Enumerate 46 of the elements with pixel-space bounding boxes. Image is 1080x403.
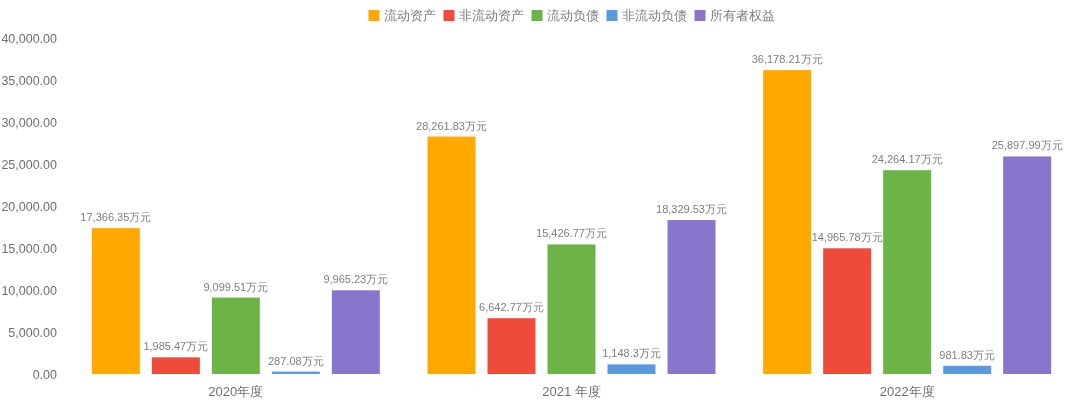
legend-label: 流动资产 (383, 8, 436, 23)
legend-label: 非流动资产 (458, 8, 524, 23)
bar (151, 357, 200, 374)
data-label: 9,099.51万元 (203, 280, 269, 293)
bar (1003, 156, 1052, 374)
bar (331, 290, 380, 374)
y-tick-label: 40,000.00 (1, 31, 58, 46)
data-label: 287.08万元 (268, 354, 324, 367)
data-label: 17,366.35万元 (80, 211, 152, 224)
bar (427, 136, 476, 374)
data-label: 14,965.78万元 (811, 231, 883, 244)
bar (763, 70, 812, 374)
data-label: 9,965.23万元 (323, 273, 389, 286)
bar (91, 228, 140, 374)
x-tick-label: 2021 年度 (542, 384, 601, 399)
bar (211, 297, 260, 374)
y-tick-label: 35,000.00 (1, 73, 58, 88)
bar (487, 318, 536, 374)
y-tick-label: 20,000.00 (1, 199, 58, 214)
y-tick-label: 15,000.00 (1, 241, 58, 256)
data-label: 981.83万元 (939, 348, 995, 361)
data-label: 28,261.83万元 (416, 119, 487, 132)
y-tick-label: 0.00 (32, 367, 58, 382)
data-label: 15,426.77万元 (536, 227, 607, 240)
bar (943, 365, 992, 374)
data-label: 36,178.21万元 (751, 53, 823, 66)
y-tick-label: 30,000.00 (1, 115, 58, 130)
bar (883, 170, 932, 374)
legend-label: 所有者权益 (709, 8, 775, 23)
bar (547, 244, 596, 374)
x-tick-label: 2022年度 (879, 384, 935, 399)
data-label: 1,148.3万元 (602, 347, 661, 360)
data-label: 6,642.77万元 (479, 301, 544, 314)
data-label: 18,329.53万元 (656, 203, 727, 216)
data-label: 1,985.47万元 (143, 340, 209, 353)
data-label: 25,897.99万元 (991, 139, 1063, 152)
bar (667, 220, 716, 374)
bar (823, 248, 872, 374)
x-tick-label: 2020年度 (208, 384, 264, 399)
y-tick-label: 10,000.00 (1, 283, 58, 298)
legend-label: 流动负债 (546, 8, 599, 23)
bar (607, 364, 656, 374)
y-tick-label: 25,000.00 (1, 157, 58, 172)
data-label: 24,264.17万元 (871, 153, 943, 166)
y-tick-label: 5,000.00 (8, 325, 58, 340)
legend-label: 非流动负债 (621, 8, 687, 23)
